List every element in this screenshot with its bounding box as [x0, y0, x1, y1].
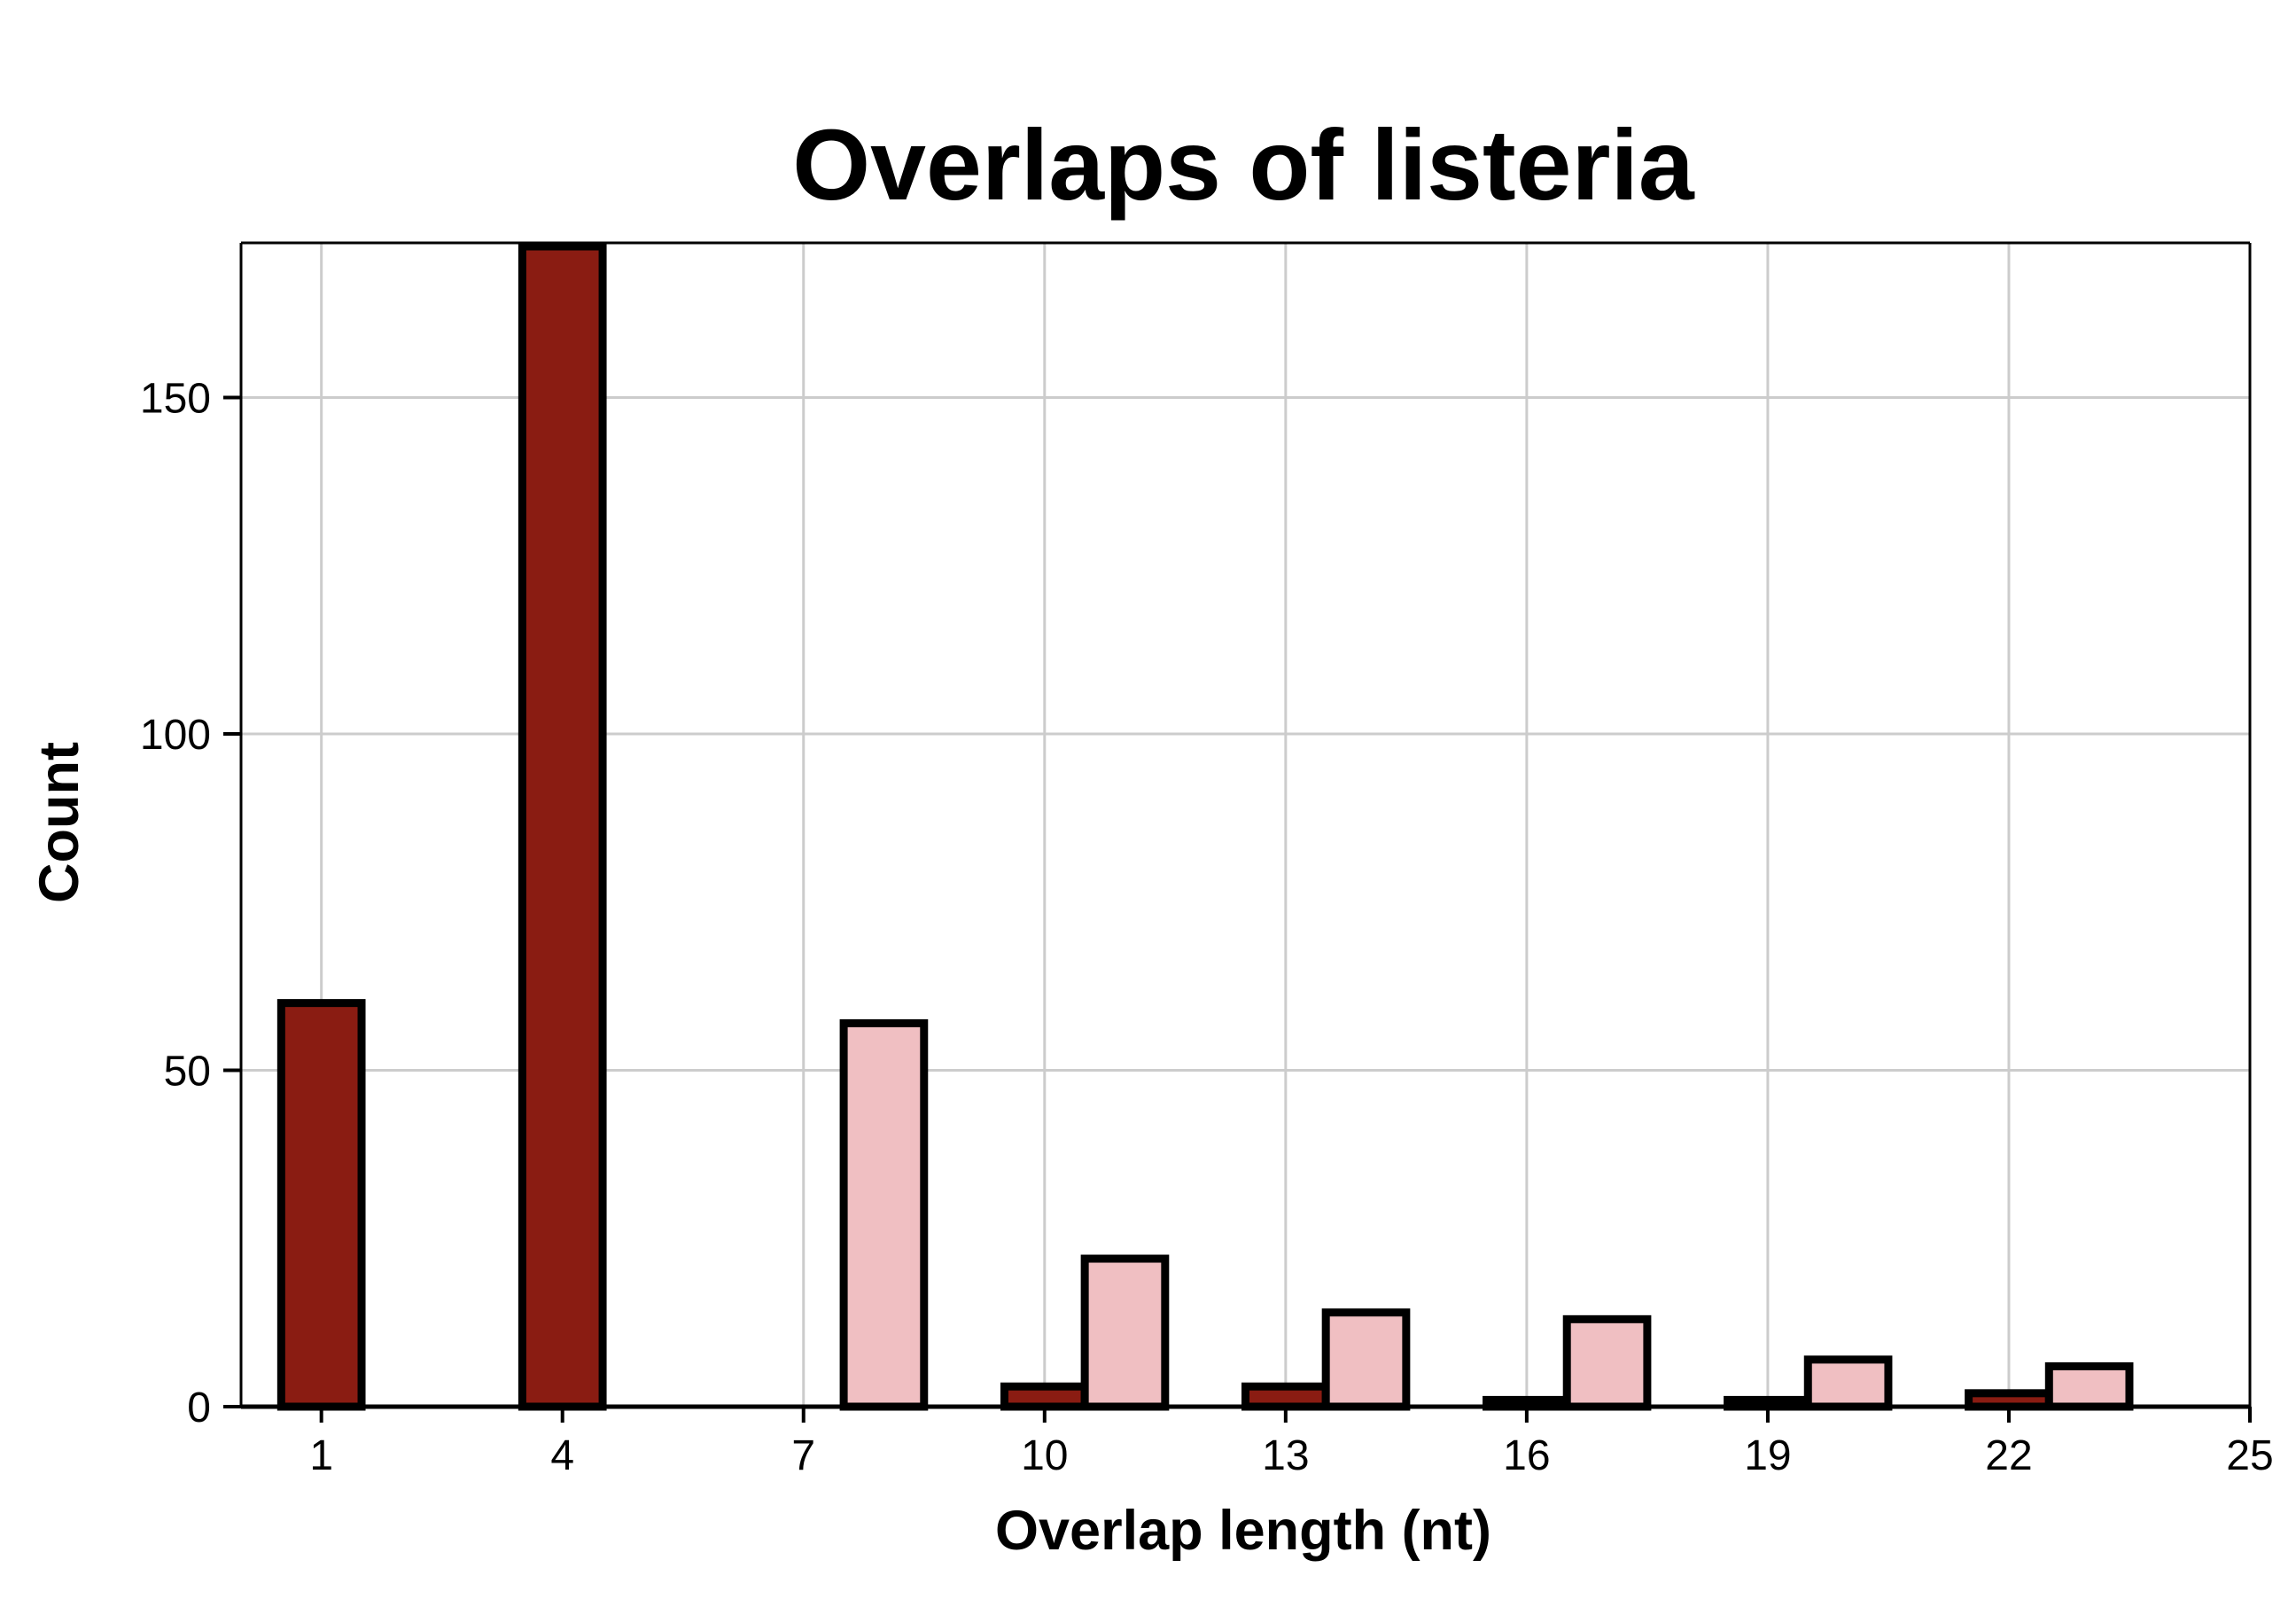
bar-s1-x13 — [1241, 1382, 1330, 1411]
bar-s2-x14 — [1321, 1308, 1411, 1411]
x-axis-label: Overlap length (nt) — [995, 1500, 1491, 1562]
y-tick-label: 100 — [140, 712, 211, 759]
x-tick-label: 25 — [2226, 1432, 2273, 1479]
y-axis-label: Count — [28, 742, 90, 903]
bar-s2-x20 — [1803, 1355, 1893, 1411]
bars — [276, 242, 2134, 1411]
x-tick-label: 7 — [791, 1432, 815, 1479]
bar-s2-x8 — [839, 1018, 929, 1411]
x-tick-label: 19 — [1744, 1432, 1791, 1479]
x-tick-label: 4 — [550, 1432, 574, 1479]
y-tick-label: 50 — [164, 1049, 211, 1096]
y-tick-label: 150 — [140, 376, 211, 423]
axes — [239, 241, 2252, 1409]
bar-s1-x4 — [518, 242, 607, 1411]
x-tick-label: 1 — [309, 1432, 333, 1479]
y-tick-label: 0 — [187, 1384, 211, 1431]
bar-s2-x23 — [2044, 1361, 2134, 1411]
ticks: 1 4 7 10 13 16 19 22 25 0 50 100 150 — [140, 376, 2274, 1479]
bar-s1-x1 — [276, 999, 366, 1411]
x-tick-label: 13 — [1262, 1432, 1309, 1479]
x-tick-label: 16 — [1503, 1432, 1550, 1479]
chart-title: Overlaps of listeria — [792, 109, 1695, 221]
x-tick-label: 10 — [1021, 1432, 1068, 1479]
bar-s2-x11 — [1080, 1254, 1170, 1411]
x-tick-label: 22 — [1985, 1432, 2032, 1479]
bar-s2-x17 — [1562, 1314, 1652, 1411]
bar-s1-x10 — [1000, 1382, 1089, 1411]
